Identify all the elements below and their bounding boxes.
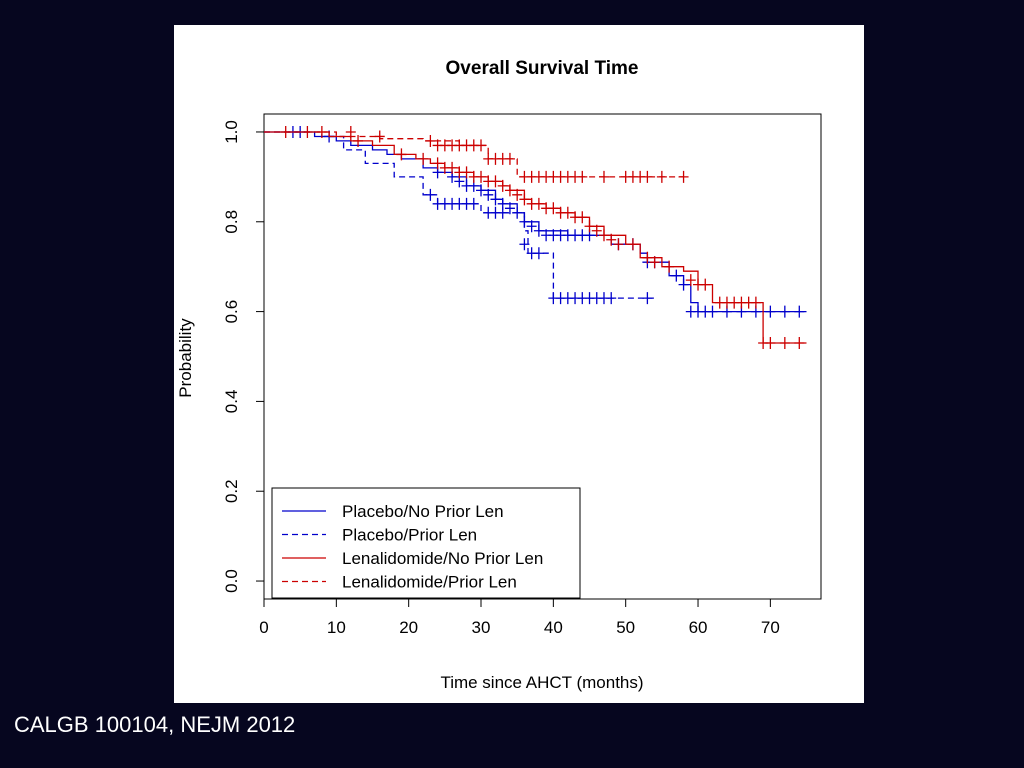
y-axis-label: Probability — [176, 318, 195, 398]
censor-mark — [483, 188, 494, 201]
series-lenalidomide-no-prior-len — [264, 125, 807, 350]
censor-mark — [642, 292, 653, 305]
citation-caption: CALGB 100104, NEJM 2012 — [14, 712, 296, 737]
censor-mark — [504, 202, 515, 215]
x-tick-label: 50 — [616, 618, 635, 637]
censor-mark — [577, 170, 588, 183]
censor-mark — [642, 251, 653, 264]
legend-label: Placebo/No Prior Len — [342, 502, 504, 521]
legend: Placebo/No Prior Len Placebo/Prior Len Len… — [271, 487, 581, 599]
censor-mark — [577, 211, 588, 224]
censor-mark — [447, 161, 458, 174]
censor-mark — [353, 134, 364, 147]
censor-mark — [779, 305, 790, 318]
y-tick-label: 0.0 — [222, 569, 241, 593]
censor-mark — [476, 170, 487, 183]
censor-mark — [497, 206, 508, 219]
survival-chart: Overall Survival Time 0 10 20 30 40 50 60 70 0.… — [176, 58, 822, 692]
censor-mark — [548, 202, 559, 215]
x-tick-label: 20 — [399, 618, 418, 637]
x-tick-label: 0 — [259, 618, 268, 637]
censor-mark — [316, 125, 327, 138]
censor-mark — [490, 175, 501, 188]
censor-mark — [642, 170, 653, 183]
censor-mark — [591, 224, 602, 237]
series-layer — [264, 125, 807, 350]
censor-mark — [765, 305, 776, 318]
censor-mark — [664, 260, 675, 273]
censor-mark — [627, 238, 638, 251]
x-tick-label: 60 — [689, 618, 708, 637]
series-line-placebo-no-prior-len — [264, 131, 807, 313]
censor-mark — [598, 229, 609, 242]
censor-mark — [374, 130, 385, 143]
censor-mark — [598, 170, 609, 183]
censor-mark — [656, 170, 667, 183]
censor-mark — [750, 296, 761, 309]
censor-mark — [678, 278, 689, 291]
series-line-lenalidomide-prior-len — [264, 131, 684, 178]
censor-mark — [396, 148, 407, 161]
y-axis: 0.0 0.2 0.4 0.6 0.8 1.0 — [222, 120, 265, 593]
x-axis-label: Time since AHCT (months) — [440, 673, 643, 692]
x-tick-label: 40 — [544, 618, 563, 637]
censor-mark — [468, 197, 479, 210]
censor-mark — [425, 134, 436, 147]
censor-mark — [533, 197, 544, 210]
censor-mark — [504, 184, 515, 197]
y-tick-label: 1.0 — [222, 120, 241, 144]
censor-mark — [606, 233, 617, 246]
censor-mark — [794, 337, 805, 350]
y-tick-label: 0.6 — [222, 300, 241, 324]
censor-mark — [476, 184, 487, 197]
legend-label: Lenalidomide/Prior Len — [342, 573, 517, 592]
series-placebo-prior-len — [264, 125, 655, 305]
censor-mark — [504, 152, 515, 165]
censor-mark — [497, 179, 508, 192]
censor-mark — [526, 220, 537, 233]
censor-mark — [280, 125, 291, 138]
censor-mark — [794, 305, 805, 318]
censor-mark — [533, 247, 544, 260]
censor-mark — [418, 152, 429, 165]
series-lenalidomide-prior-len — [264, 125, 689, 183]
censor-mark — [649, 256, 660, 269]
chart-title: Overall Survival Time — [446, 58, 639, 79]
series-line-placebo-prior-len — [264, 131, 655, 299]
figure-panel: Overall Survival Time 0 10 20 30 40 50 60 70 0.… — [174, 25, 864, 703]
censor-mark — [432, 157, 443, 170]
censor-mark — [490, 193, 501, 206]
censor-mark — [685, 274, 696, 287]
censor-mark — [606, 292, 617, 305]
censor-mark — [678, 170, 689, 183]
censor-mark — [345, 125, 356, 138]
censor-mark — [707, 305, 718, 318]
y-tick-label: 0.4 — [222, 390, 241, 414]
censor-mark — [519, 238, 530, 251]
censor-mark — [461, 166, 472, 179]
legend-label: Placebo/Prior Len — [342, 526, 477, 545]
censor-mark — [562, 206, 573, 219]
x-tick-label: 10 — [327, 618, 346, 637]
censor-mark — [519, 193, 530, 206]
censor-mark — [476, 139, 487, 152]
legend-box — [271, 487, 581, 599]
series-placebo-no-prior-len — [264, 125, 807, 318]
censor-mark — [533, 224, 544, 237]
censor-mark — [779, 337, 790, 350]
legend-label: Lenalidomide/No Prior Len — [342, 549, 543, 568]
x-tick-label: 70 — [761, 618, 780, 637]
censor-mark — [700, 278, 711, 291]
censor-mark — [425, 188, 436, 201]
y-tick-label: 0.8 — [222, 210, 241, 234]
y-tick-label: 0.2 — [222, 479, 241, 503]
censor-mark — [512, 188, 523, 201]
censor-mark — [584, 220, 595, 233]
censor-mark — [613, 238, 624, 251]
x-axis: 0 10 20 30 40 50 60 70 — [259, 598, 780, 637]
x-tick-label: 30 — [472, 618, 491, 637]
censor-mark — [671, 269, 682, 282]
censor-mark — [765, 337, 776, 350]
